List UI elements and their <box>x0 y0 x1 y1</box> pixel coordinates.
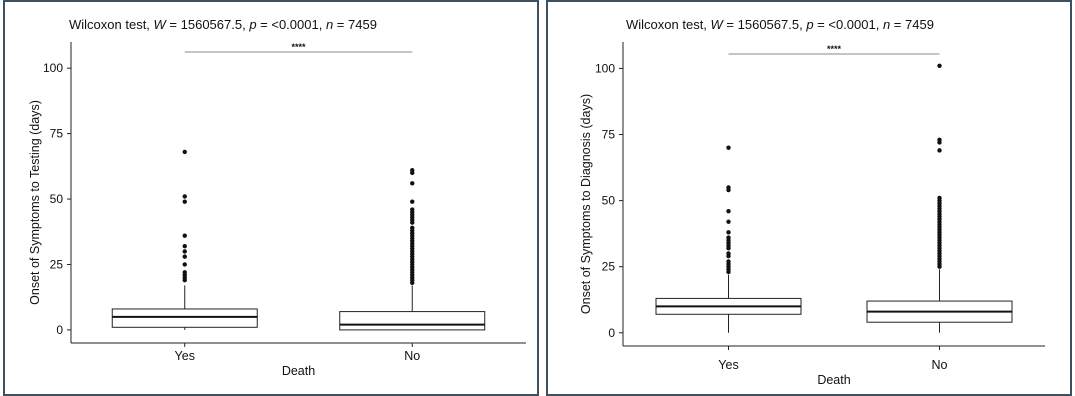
x-tick-label: Yes <box>175 349 195 363</box>
outlier-point <box>410 207 415 212</box>
outlier-point <box>726 185 731 190</box>
outlier-point <box>182 149 187 155</box>
significance-label: **** <box>291 42 306 52</box>
iqr-box <box>111 308 258 328</box>
y-tick-label: 50 <box>602 194 616 208</box>
box-no <box>339 168 486 331</box>
outlier-point <box>726 235 731 240</box>
outlier-point <box>182 233 187 238</box>
outlier-point <box>726 219 731 224</box>
outlier-point <box>726 259 731 264</box>
outlier-point <box>937 137 942 143</box>
box-no <box>866 63 1013 333</box>
outlier-point <box>182 199 187 204</box>
outlier-point <box>182 194 187 199</box>
x-axis-label: Death <box>817 373 850 387</box>
outlier-point <box>726 208 731 214</box>
outlier-point <box>726 230 731 235</box>
outlier-point <box>410 225 415 231</box>
y-tick-label: 25 <box>50 257 64 271</box>
chart-panel-diagnosis: Wilcoxon test, W = 1560567.5, p = <0.000… <box>546 0 1072 396</box>
x-tick-label: No <box>404 349 420 363</box>
outlier-point <box>726 251 731 256</box>
x-tick-label: No <box>932 358 948 372</box>
outlier-point <box>937 148 942 153</box>
box-yes <box>111 149 258 330</box>
outlier-point <box>726 145 731 150</box>
x-tick-label: Yes <box>718 358 738 372</box>
outlier-point <box>182 270 187 275</box>
y-tick-label: 0 <box>56 323 63 337</box>
boxplot-chart-diagnosis: Wilcoxon test, W = 1560567.5, p = <0.000… <box>579 17 1045 387</box>
y-tick-label: 50 <box>50 192 64 206</box>
outlier-point <box>182 262 187 267</box>
outlier-point <box>410 199 415 204</box>
boxplot-chart-testing: Wilcoxon test, W = 1560567.5, p = <0.000… <box>28 17 526 378</box>
outlier-point <box>182 249 187 254</box>
y-tick-label: 0 <box>608 326 615 340</box>
y-tick-label: 75 <box>602 128 616 142</box>
chart-panel-testing: Wilcoxon test, W = 1560567.5, p = <0.000… <box>3 0 539 396</box>
outlier-point <box>410 168 415 173</box>
x-axis-label: Death <box>282 364 315 378</box>
y-axis-label: Onset of Symptoms to Diagnosis (days) <box>579 94 593 314</box>
outlier-point <box>937 195 942 201</box>
box-yes <box>655 145 802 333</box>
y-tick-label: 75 <box>50 127 64 141</box>
chart-title: Wilcoxon test, W = 1560567.5, p = <0.000… <box>69 17 377 32</box>
outlier-point <box>937 63 942 68</box>
y-tick-label: 100 <box>595 61 615 75</box>
significance-label: **** <box>827 44 842 54</box>
outlier-point <box>182 254 187 259</box>
iqr-box <box>339 311 486 331</box>
y-tick-label: 25 <box>602 260 616 274</box>
chart-title: Wilcoxon test, W = 1560567.5, p = <0.000… <box>626 17 934 32</box>
y-tick-label: 100 <box>43 61 63 75</box>
outlier-point <box>410 181 415 186</box>
y-axis-label: Onset of Symptoms to Testing (days) <box>28 100 42 305</box>
outlier-point <box>182 243 187 249</box>
